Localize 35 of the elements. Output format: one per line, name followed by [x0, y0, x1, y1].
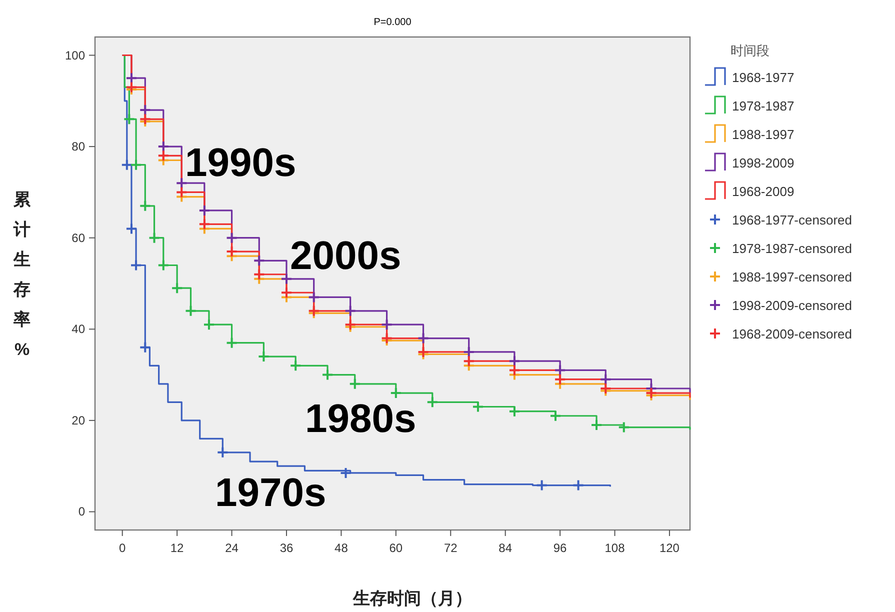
chart-title: P=0.000: [374, 17, 412, 28]
x-tick-label: 12: [170, 541, 184, 555]
legend-label: 1968-1977: [732, 70, 794, 85]
y-tick-label: 20: [72, 413, 86, 428]
x-tick-label: 36: [280, 541, 294, 555]
annotation: 1980s: [305, 397, 416, 441]
annotation: 1970s: [215, 471, 326, 515]
y-tick-label: 60: [72, 230, 86, 245]
legend-label: 1988-1997-censored: [732, 270, 852, 284]
y-tick-label: 100: [64, 48, 86, 62]
legend-label: 1968-2009: [732, 184, 794, 199]
x-tick-label: 24: [225, 541, 239, 555]
x-tick-label: 120: [659, 541, 680, 555]
annotation: 2000s: [290, 234, 402, 278]
legend-label: 1978-1987-censored: [732, 241, 852, 256]
legend-title: 时间段: [730, 43, 770, 58]
legend-label: 1978-1987: [732, 98, 794, 114]
y-tick-label: 40: [72, 322, 86, 336]
annotation: 1990s: [185, 141, 296, 185]
y-tick-label: 0: [78, 504, 86, 519]
x-tick-label: 108: [604, 541, 626, 555]
x-tick-label: 60: [389, 541, 403, 555]
x-tick-label: 96: [553, 541, 568, 555]
y-tick-label: 80: [72, 140, 86, 154]
x-tick-label: 48: [334, 541, 348, 555]
x-axis-title: 生存时间（月）: [352, 589, 472, 608]
x-tick-label: 0: [119, 541, 126, 555]
legend-label: 1998-2009-censored: [732, 298, 852, 313]
x-tick-label: 84: [498, 541, 512, 555]
legend-label: 1998-2009: [732, 156, 794, 170]
legend-label: 1968-2009-censored: [732, 326, 852, 342]
y-axis-title: 累计生存率%: [12, 190, 32, 359]
x-tick-label: 72: [444, 541, 458, 555]
legend-label: 1968-1977-censored: [732, 212, 852, 228]
legend-label: 1988-1997: [732, 127, 794, 142]
